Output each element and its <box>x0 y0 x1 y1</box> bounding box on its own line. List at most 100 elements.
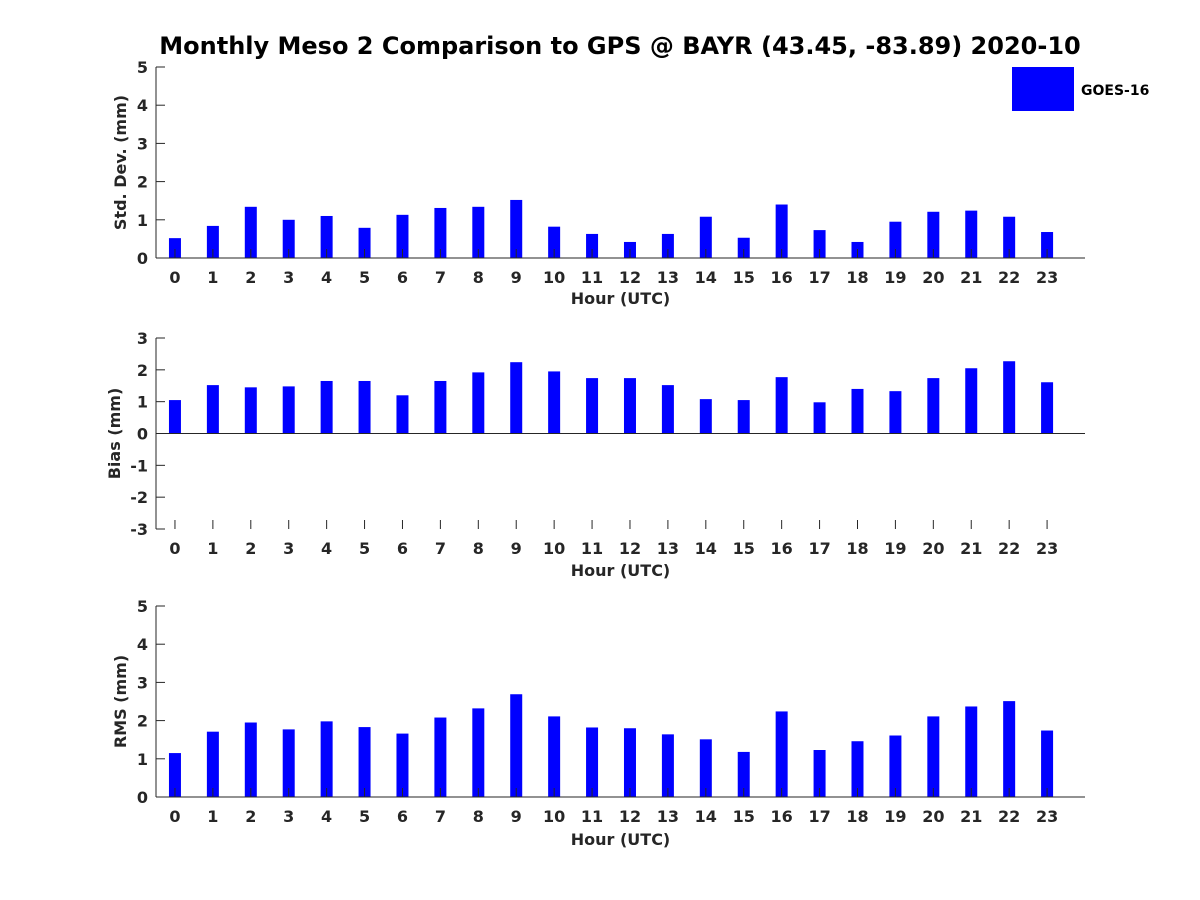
rms-bar-hour-9 <box>510 694 523 797</box>
rms-bar-hour-17 <box>813 750 826 797</box>
bias-bar-hour-12 <box>623 378 636 434</box>
std-dev-bar-hour-22 <box>1003 216 1016 258</box>
bias-y-tick-label: 2 <box>137 361 148 380</box>
bias-bar-hour-22 <box>1003 361 1016 434</box>
std-dev-y-axis-label: Std. Dev. (mm) <box>111 95 130 230</box>
rms-x-tick-label: 17 <box>808 807 830 826</box>
rms-y-tick-label: 2 <box>137 712 148 731</box>
rms-bar-hour-15 <box>737 751 750 797</box>
rms-x-tick-label: 4 <box>321 807 332 826</box>
rms-bar-hour-23 <box>1041 730 1054 797</box>
std-dev-x-tick-label: 11 <box>581 268 603 287</box>
rms-y-tick-label: 1 <box>137 750 148 769</box>
rms-x-tick-label: 2 <box>245 807 256 826</box>
bias-x-tick-label: 11 <box>581 539 603 558</box>
bias-bar-hour-20 <box>927 378 940 434</box>
bias-x-tick-label: 8 <box>473 539 484 558</box>
bias-y-tick-label: 3 <box>137 329 148 348</box>
bias-bar-hour-11 <box>586 378 599 434</box>
std-dev-bar-hour-7 <box>434 207 447 258</box>
rms-bar-hour-2 <box>244 722 257 797</box>
rms-x-tick-label: 16 <box>771 807 793 826</box>
std-dev-x-tick-label: 13 <box>657 268 679 287</box>
std-dev-bar-hour-15 <box>737 237 750 258</box>
std-dev-x-tick-label: 18 <box>846 268 868 287</box>
std-dev-bar-hour-2 <box>244 206 257 258</box>
bias-bar-hour-2 <box>244 387 257 434</box>
std-dev-y-tick-label: 5 <box>137 58 148 77</box>
std-dev-x-tick-label: 9 <box>511 268 522 287</box>
std-dev-bar-hour-1 <box>206 225 219 258</box>
std-dev-bar-hour-9 <box>510 199 523 258</box>
std-dev-bar-hour-10 <box>548 226 561 258</box>
bias-y-tick-label: -1 <box>130 456 148 475</box>
std-dev-y-tick-label: 3 <box>137 134 148 153</box>
bias-x-tick-label: 16 <box>771 539 793 558</box>
std-dev-bar-hour-4 <box>320 215 333 258</box>
std-dev-bar-hour-17 <box>813 230 826 258</box>
bias-bar-hour-13 <box>661 385 674 434</box>
bias-x-tick-label: 7 <box>435 539 446 558</box>
std-dev-bar-hour-13 <box>661 233 674 258</box>
rms-bar-hour-19 <box>889 735 902 797</box>
rms-x-axis-label: Hour (UTC) <box>571 830 671 849</box>
std-dev-x-tick-label: 1 <box>207 268 218 287</box>
bias-bar-hour-8 <box>472 372 485 434</box>
std-dev-x-tick-label: 15 <box>733 268 755 287</box>
std-dev-x-tick-label: 20 <box>922 268 944 287</box>
rms-x-tick-label: 21 <box>960 807 982 826</box>
std-dev-bar-hour-19 <box>889 221 902 258</box>
bias-bar-hour-23 <box>1041 382 1054 434</box>
std-dev-bar-hour-8 <box>472 206 485 258</box>
bias-x-tick-label: 13 <box>657 539 679 558</box>
rms-bar-hour-1 <box>206 731 219 797</box>
rms-y-tick-label: 5 <box>137 597 148 616</box>
bias-bar-hour-14 <box>699 399 712 434</box>
bias-x-tick-label: 0 <box>169 539 180 558</box>
rms-bar-hour-6 <box>396 733 409 797</box>
std-dev-bar-hour-21 <box>965 210 978 258</box>
bias-bar-hour-17 <box>813 402 826 434</box>
rms-bar-hour-18 <box>851 741 864 797</box>
bias-x-tick-label: 23 <box>1036 539 1058 558</box>
bias-x-tick-label: 15 <box>733 539 755 558</box>
rms-bar-hour-5 <box>358 727 371 797</box>
std-dev-bar-hour-3 <box>282 219 295 258</box>
rms-x-tick-label: 8 <box>473 807 484 826</box>
rms-x-tick-label: 9 <box>511 807 522 826</box>
bias-x-tick-label: 6 <box>397 539 408 558</box>
rms-x-tick-label: 0 <box>169 807 180 826</box>
bias-x-tick-label: 5 <box>359 539 370 558</box>
rms-bar-hour-16 <box>775 711 788 797</box>
rms-x-tick-label: 14 <box>695 807 717 826</box>
bias-y-axis-label: Bias (mm) <box>105 388 124 480</box>
std-dev-x-tick-label: 0 <box>169 268 180 287</box>
rms-bar-hour-11 <box>586 727 599 797</box>
std-dev-x-tick-label: 2 <box>245 268 256 287</box>
rms-x-tick-label: 7 <box>435 807 446 826</box>
bias-bar-hour-15 <box>737 400 750 434</box>
bias-bar-hour-21 <box>965 368 978 434</box>
rms-x-tick-label: 3 <box>283 807 294 826</box>
std-dev-bar-hour-0 <box>168 238 181 258</box>
bias-x-tick-label: 21 <box>960 539 982 558</box>
bias-x-tick-label: 20 <box>922 539 944 558</box>
rms-x-tick-label: 18 <box>846 807 868 826</box>
std-dev-x-tick-label: 21 <box>960 268 982 287</box>
bias-bar-hour-3 <box>282 386 295 434</box>
std-dev-x-tick-label: 17 <box>808 268 830 287</box>
bias-x-tick-label: 9 <box>511 539 522 558</box>
rms-x-tick-label: 13 <box>657 807 679 826</box>
bias-y-tick-label: 0 <box>137 425 148 444</box>
std-dev-bar-hour-5 <box>358 227 371 258</box>
std-dev-x-tick-label: 23 <box>1036 268 1058 287</box>
bias-x-tick-label: 19 <box>884 539 906 558</box>
std-dev-x-tick-label: 22 <box>998 268 1020 287</box>
bias-bar-hour-1 <box>206 385 219 434</box>
rms-x-tick-label: 11 <box>581 807 603 826</box>
bias-x-tick-label: 2 <box>245 539 256 558</box>
bias-y-tick-label: 1 <box>137 393 148 412</box>
bias-bar-hour-9 <box>510 362 523 434</box>
